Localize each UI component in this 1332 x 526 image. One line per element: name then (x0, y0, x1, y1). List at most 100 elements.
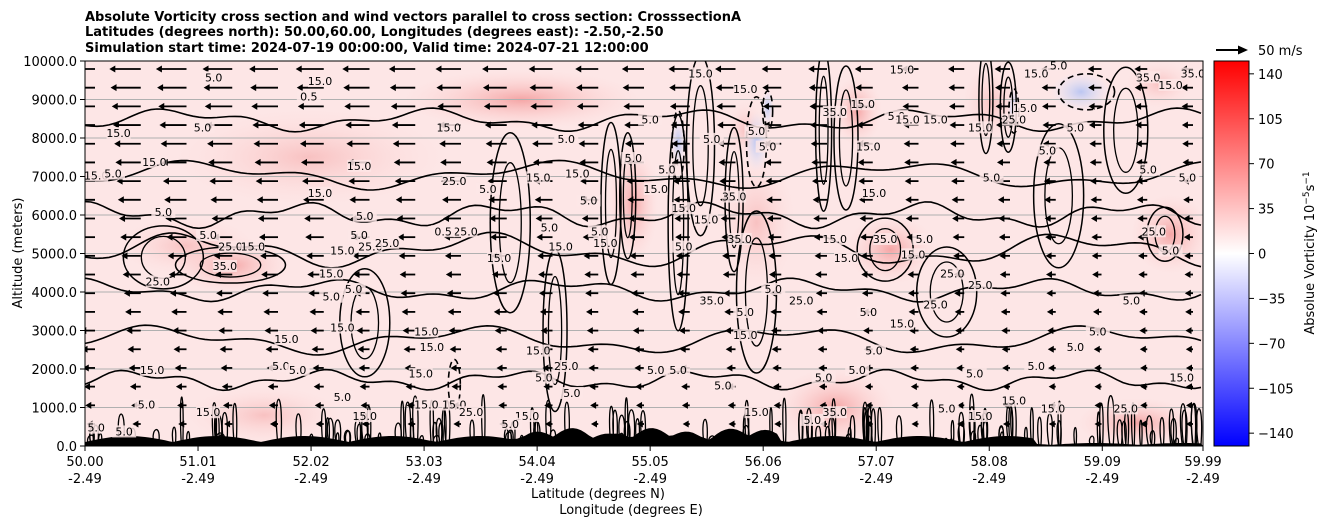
wind-vector (175, 383, 187, 391)
wind-vector (811, 158, 827, 166)
wind-vector (628, 233, 644, 241)
wind-vector-head (715, 65, 722, 73)
x-tick-label-latitude: 56.06 (745, 455, 782, 470)
colorbar-tick-label: −35 (1258, 292, 1285, 307)
wind-vector-head (682, 420, 689, 428)
wind-vector (808, 65, 827, 73)
contour-label-bg (526, 344, 551, 357)
wind-vector (123, 289, 141, 297)
chart-title-line-2: Latitudes (degrees north): 50.00,60.00, … (85, 25, 664, 40)
wind-vector-head (258, 233, 265, 241)
wind-vector (1091, 233, 1102, 241)
wind-vector (766, 214, 782, 222)
contour-spike (969, 393, 975, 446)
wind-vector-head (1088, 121, 1095, 129)
wind-vector-head (678, 308, 685, 316)
contour-label-bg (140, 363, 165, 376)
contour-spike (805, 407, 813, 446)
contour-label: 5.0 (1119, 294, 1144, 308)
wind-vector (681, 383, 690, 391)
colorbar-label-unit: s (1303, 184, 1318, 191)
wind-vector-head (948, 84, 955, 92)
wind-vector (813, 214, 827, 222)
contour-label-text: 5.0 (658, 164, 676, 177)
wind-vector (812, 177, 827, 185)
wind-vector (1046, 271, 1056, 279)
wind-vector (484, 121, 507, 129)
wind-vector-head (257, 214, 264, 222)
wind-vector (951, 196, 965, 204)
wind-vector-head (812, 196, 819, 204)
wind-vector (865, 401, 873, 409)
wind-vector-head (723, 289, 730, 297)
wind-vector-head (621, 65, 628, 73)
contour-label-text: 5.0 (759, 141, 777, 154)
wind-vector (1140, 420, 1148, 428)
contour-label: 5.0 (1046, 61, 1071, 73)
wind-vector-head (727, 401, 734, 409)
wind-vector-head (902, 102, 909, 110)
contour-label: 15.0 (487, 252, 511, 265)
contour-loop (667, 113, 689, 332)
contour-spike (929, 399, 935, 446)
contour-label: 25.0 (1142, 225, 1166, 238)
wind-vector (343, 84, 370, 92)
wind-vector-head (171, 308, 178, 316)
wind-vector-head (1042, 102, 1049, 110)
contour-label-bg (196, 229, 221, 242)
wind-vector (810, 121, 827, 129)
contour-label-text: 15.0 (330, 322, 355, 335)
wind-vector-head (721, 233, 728, 241)
wind-vector-head (159, 121, 166, 129)
contour-label-bg (330, 321, 355, 334)
wind-vector (207, 140, 233, 148)
wind-vector-head (728, 420, 735, 428)
y-tick-label: 10000.0 (23, 55, 77, 70)
contour-label-bg (643, 182, 668, 195)
contour-spike (326, 417, 334, 446)
contour-label-bg (296, 90, 321, 103)
wind-vector (728, 420, 736, 428)
colorbar-gradient (1213, 60, 1250, 447)
wind-vector (669, 84, 690, 92)
contour-label-bg (1035, 144, 1060, 157)
wind-vector-head (583, 252, 590, 260)
wind-vector-head (576, 84, 583, 92)
wind-vector (1139, 327, 1148, 335)
wind-vector (297, 102, 324, 110)
wind-vector (769, 271, 782, 279)
wind-vector (810, 140, 827, 148)
contour-label-text: 5.0 (205, 71, 223, 84)
wind-vector-head (1135, 140, 1142, 148)
wind-vector-head (1134, 84, 1141, 92)
contour-label-bg (308, 186, 333, 199)
wind-vector (1048, 383, 1056, 391)
wind-vector-head (585, 289, 592, 297)
wind-vector-head (312, 364, 319, 372)
contour-loop-inner (671, 150, 685, 296)
wind-vector (949, 102, 965, 110)
wind-vector (1136, 177, 1148, 185)
contour-label: 25.0 (459, 406, 483, 419)
wind-vector (213, 252, 233, 260)
contour-label-bg (190, 121, 215, 134)
wind-vector (253, 140, 278, 148)
wind-vector-head (211, 214, 218, 222)
wind-vector (177, 401, 187, 409)
contour-label-bg (85, 421, 109, 434)
wind-vector (1137, 252, 1148, 260)
contour-label-text: 5.0 (580, 194, 598, 207)
contour-label-text: 15.0 (1158, 79, 1183, 92)
wind-vector (357, 345, 370, 353)
wind-vector (722, 271, 736, 279)
wind-vector (395, 196, 416, 204)
wind-vector-head (675, 233, 682, 241)
wind-vector-head (586, 308, 593, 316)
wind-vector (629, 252, 644, 260)
wind-vector (1183, 233, 1193, 241)
wind-vector-head (112, 121, 119, 129)
wind-vector-head (308, 289, 315, 297)
wind-vector (1001, 327, 1010, 335)
wind-vector-head (997, 196, 1004, 204)
contour-label: 35.0 (823, 105, 847, 119)
